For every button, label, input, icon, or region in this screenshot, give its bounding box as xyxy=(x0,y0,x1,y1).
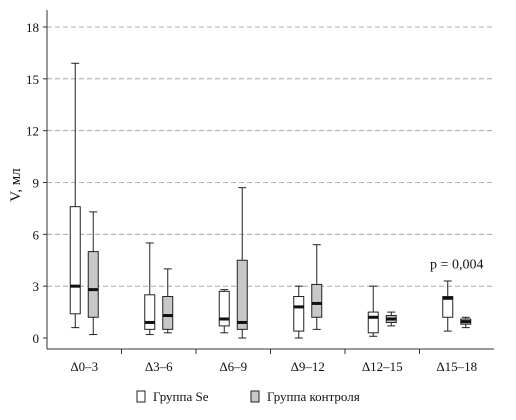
box-median xyxy=(70,284,81,288)
box-iqr xyxy=(293,296,305,332)
box-median xyxy=(311,301,322,305)
axes xyxy=(46,10,494,350)
p-value-annotation: p = 0,004 xyxy=(430,258,483,273)
x-tick-label: Δ3–6 xyxy=(145,359,173,374)
box-median xyxy=(442,296,453,300)
box-control xyxy=(236,187,248,339)
x-axis-ticks: Δ0–3 Δ3–6 Δ6–9 Δ9–12 Δ12–15 Δ15–18 xyxy=(70,349,477,374)
legend-swatch xyxy=(136,390,146,403)
box-se xyxy=(218,289,230,334)
box-median xyxy=(386,317,397,321)
box-se xyxy=(144,242,156,336)
box-control xyxy=(87,211,99,336)
box-median xyxy=(88,288,99,292)
x-tick-label: Δ9–12 xyxy=(291,359,325,374)
box-median xyxy=(162,314,173,318)
box-median xyxy=(144,320,155,324)
y-axis-label: V, мл xyxy=(8,168,24,202)
box-median xyxy=(237,320,248,324)
legend-label: Группа контроля xyxy=(267,389,360,404)
box-control xyxy=(460,316,472,329)
y-tick-label: 18 xyxy=(26,20,39,35)
box-median xyxy=(219,317,230,321)
y-tick-label: 15 xyxy=(26,72,39,87)
box-iqr xyxy=(144,294,156,330)
box-control xyxy=(162,268,174,334)
annotations: p = 0,004 xyxy=(430,258,483,273)
box-se xyxy=(69,62,81,329)
box-iqr xyxy=(311,283,323,318)
y-tick-label: 9 xyxy=(33,176,40,191)
box-se xyxy=(442,280,454,332)
y-tick-label: 6 xyxy=(33,227,40,242)
legend: Группа Se Группа контроля xyxy=(136,389,360,404)
box-series xyxy=(69,62,472,339)
box-iqr xyxy=(162,296,174,330)
box-iqr xyxy=(87,251,99,318)
y-tick-label: 0 xyxy=(33,331,40,346)
box-median xyxy=(460,320,471,324)
x-tick-label: Δ0–3 xyxy=(70,359,98,374)
y-tick-label: 12 xyxy=(26,124,39,139)
box-median xyxy=(368,315,379,319)
y-tick-label: 3 xyxy=(33,279,40,294)
grid-lines xyxy=(47,26,494,287)
x-tick-label: Δ12–15 xyxy=(362,359,403,374)
box-iqr xyxy=(218,290,230,327)
box-iqr xyxy=(69,206,81,315)
box-control xyxy=(311,244,323,330)
box-iqr xyxy=(367,311,379,334)
box-se xyxy=(293,285,305,339)
box-iqr xyxy=(442,296,454,318)
box-iqr xyxy=(236,259,248,330)
x-tick-label: Δ15–18 xyxy=(436,359,477,374)
x-tick-label: Δ6–9 xyxy=(219,359,247,374)
legend-label: Группа Se xyxy=(153,389,209,404)
box-control xyxy=(385,311,397,327)
legend-swatch xyxy=(250,390,260,403)
box-se xyxy=(367,285,379,337)
y-axis-ticks: 0 3 6 9 12 15 18 xyxy=(26,20,47,346)
box-median xyxy=(293,305,304,309)
